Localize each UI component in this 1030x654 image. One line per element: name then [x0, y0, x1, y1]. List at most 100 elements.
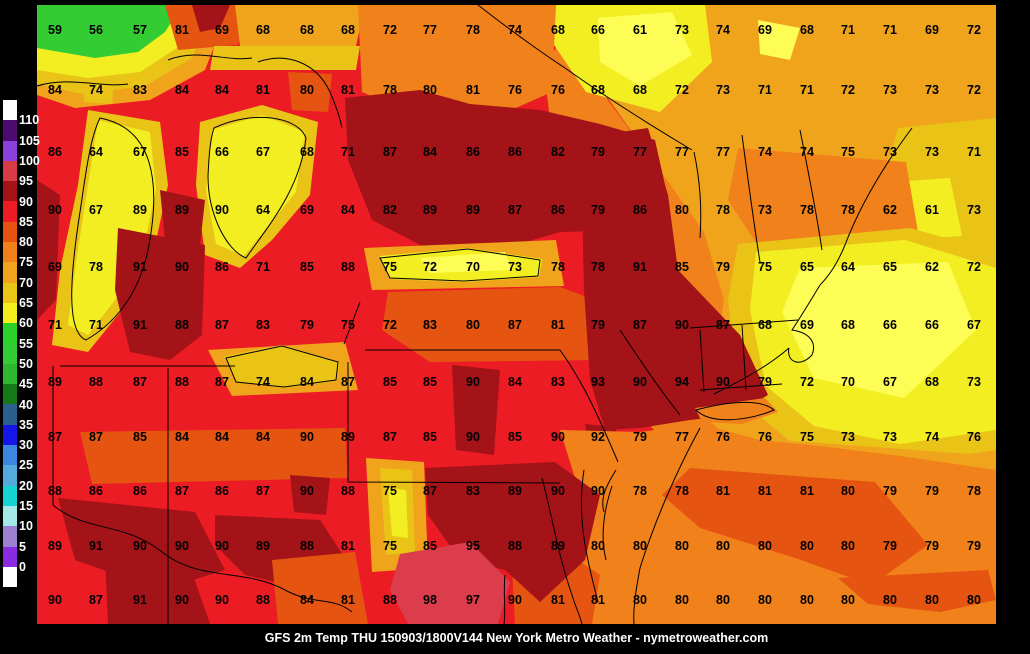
colorbar-swatch: [3, 100, 17, 121]
border-line: [503, 574, 506, 625]
colorbar-label: 85: [19, 214, 33, 229]
ohio-river: [52, 504, 353, 613]
contour-region: [598, 12, 692, 86]
colorbar-swatch: [3, 343, 17, 364]
frame-top: [0, 0, 1030, 5]
colorbar-label: 40: [19, 397, 33, 412]
contour-region: [160, 190, 205, 245]
frame-bottom: [0, 624, 1030, 654]
colorbar-swatch: [3, 302, 17, 324]
contour-region-ne-corridor: [582, 128, 768, 430]
lake-huron-outline: [207, 116, 307, 259]
contour-region: [37, 180, 60, 320]
contour-region: [452, 365, 500, 455]
contour-region-lake-ontario: [420, 252, 512, 273]
colorbar-label: 75: [19, 255, 33, 270]
contour-region: [235, 5, 365, 46]
colorbar-label: 80: [19, 234, 33, 249]
delaware-river-border: [559, 349, 619, 463]
contour-region-lake-michigan: [68, 120, 156, 335]
colorbar-label: 10: [19, 519, 33, 534]
lake-champlain: [693, 151, 702, 239]
colorbar-label: 110: [19, 113, 40, 128]
niagara-river: [343, 301, 361, 345]
vt-nh-border: [741, 134, 761, 263]
long-island-outline: [695, 402, 775, 421]
contour-region-hot-spot: [390, 542, 510, 624]
lake-michigan-outline: [71, 117, 155, 341]
contour-region: [290, 475, 330, 515]
colorbar-swatch: [3, 566, 17, 588]
frame-right: [996, 0, 1030, 654]
contour-region: [382, 287, 622, 362]
st-lawrence-border: [477, 4, 693, 151]
contour-region-lake-huron: [206, 115, 305, 256]
new-england-borders: [689, 319, 799, 393]
colorbar-swatch: [3, 221, 17, 243]
colorbar-swatch: [3, 445, 17, 466]
colorbar-swatch: [3, 404, 17, 425]
contour-region: [662, 468, 928, 585]
colorbar-swatch: [3, 465, 17, 486]
colorbar-label: 70: [19, 275, 33, 290]
colorbar-swatch: [3, 140, 17, 161]
colorbar-swatches: [3, 100, 17, 588]
cape-cod-coastline: [713, 284, 821, 395]
colorbar-swatch: [3, 363, 17, 385]
colorbar-swatch: [3, 384, 17, 405]
state-lines: [52, 349, 561, 624]
colorbar-label: 55: [19, 336, 33, 351]
contour-region: [288, 72, 332, 112]
colorbar-label: 95: [19, 173, 33, 188]
contour-region: [758, 20, 800, 60]
hudson-river: [619, 329, 681, 416]
lake-ontario-outline: [379, 248, 541, 282]
contour-region: [105, 552, 210, 624]
chesapeake-coastline: [541, 469, 617, 625]
contour-region: [782, 262, 976, 398]
state-borders: [36, 4, 913, 625]
contour-region: [80, 428, 348, 484]
colorbar-swatch: [3, 160, 17, 182]
colorbar-label: 105: [19, 133, 40, 148]
contour-region: [192, 5, 230, 32]
colorbar-label: 50: [19, 356, 33, 371]
contour-region: [272, 552, 368, 624]
colorbar-swatch: [3, 242, 17, 263]
contour-region: [388, 488, 408, 538]
colorbar-label: 20: [19, 478, 33, 493]
maine-coastline: [799, 127, 913, 286]
colorbar-swatch: [3, 323, 17, 344]
colorbar-swatch: [3, 424, 17, 446]
colorbar-swatch: [3, 526, 17, 547]
colorbar-label: 0: [19, 559, 26, 574]
colorbar-label: 45: [19, 376, 33, 391]
colorbar-swatch: [3, 201, 17, 222]
contour-region-lake-erie: [224, 345, 340, 388]
colorbar-label: 5: [19, 539, 26, 554]
colorbar-swatch: [3, 546, 17, 567]
colorbar-label: 35: [19, 417, 33, 432]
colorbar-swatch: [3, 282, 17, 303]
colorbar-label: 30: [19, 437, 33, 452]
caption: GFS 2m Temp THU 150903/1800V144 New York…: [264, 631, 769, 645]
colorbar-label: 15: [19, 498, 33, 513]
colorbar-label: 60: [19, 316, 33, 331]
contour-region: [37, 5, 182, 58]
colorbar-swatch: [3, 485, 17, 506]
colorbar-label: 100: [19, 153, 40, 168]
nj-coastline: [633, 427, 701, 625]
ontario-coastline: [36, 54, 343, 129]
contour-region-long-island: [695, 398, 778, 424]
colorbar-swatch: [3, 120, 17, 141]
contour-region-chesapeake: [425, 462, 600, 602]
contour-region: [115, 228, 205, 360]
colorbar-swatch: [3, 505, 17, 527]
colorbar-label: 90: [19, 194, 33, 209]
colorbar-label: 25: [19, 458, 33, 473]
colorbar-swatch: [3, 262, 17, 283]
colorbar-swatch: [3, 181, 17, 202]
colorbar-label: 65: [19, 295, 33, 310]
